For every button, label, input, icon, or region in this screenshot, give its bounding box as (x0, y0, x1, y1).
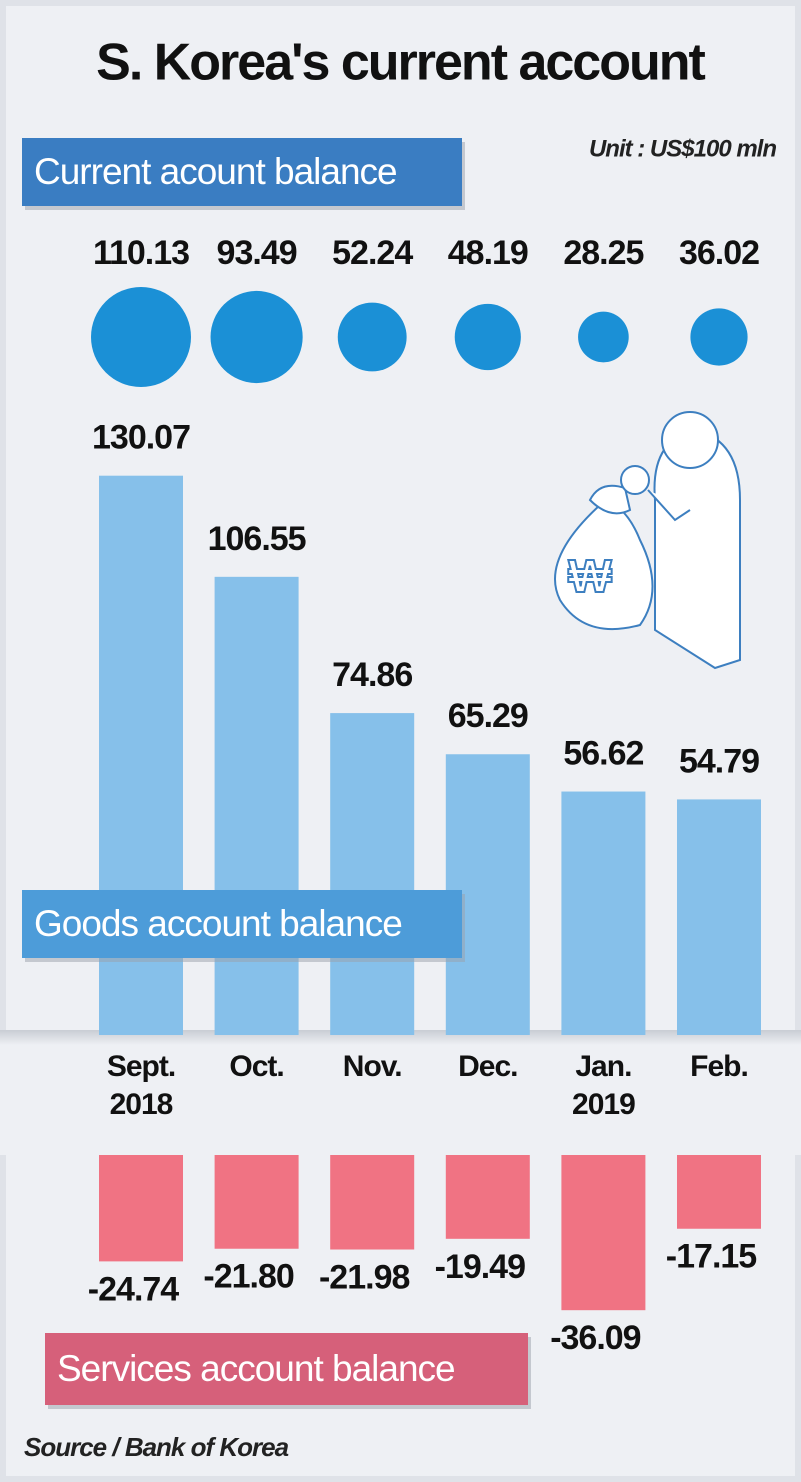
axis-band (0, 1030, 801, 1155)
value-label: -19.49 (435, 1248, 525, 1286)
legend-box (45, 1333, 528, 1405)
legend-box (22, 138, 462, 206)
bubble (454, 303, 521, 371)
bar (445, 1155, 530, 1239)
chart-title: S. Korea's current account (96, 34, 705, 92)
legend-box (22, 890, 462, 958)
value-label: 36.02 (679, 234, 759, 272)
category-label: Nov. (342, 1050, 403, 1083)
value-label: -36.09 (550, 1319, 640, 1357)
bar (677, 1155, 761, 1229)
category-label: Oct. (229, 1050, 284, 1083)
value-label: 130.07 (92, 419, 190, 457)
value-label: 74.86 (332, 656, 412, 694)
value-label: 56.62 (563, 735, 643, 773)
category-label: Jan. 2019 (572, 1050, 636, 1121)
bar (330, 713, 415, 1035)
category-label: Feb. (690, 1050, 749, 1083)
category-label: Dec. (458, 1050, 518, 1083)
value-label: 48.19 (448, 234, 528, 272)
bubble (690, 308, 748, 366)
value-label: 54.79 (679, 742, 759, 780)
bar (330, 1155, 415, 1250)
bar (561, 1155, 646, 1311)
value-label: 106.55 (208, 520, 306, 558)
bubble (210, 290, 303, 384)
bubble (91, 287, 191, 387)
value-label: 52.24 (332, 234, 413, 272)
bubble (578, 311, 629, 363)
source-label: Source / Bank of Korea (24, 1432, 289, 1462)
bar (214, 1155, 299, 1249)
legend-label: Services account balance (57, 1348, 455, 1389)
value-label: -21.98 (319, 1258, 409, 1296)
money-icon: ₩ (554, 411, 741, 670)
unit-label: Unit : US$100 mln (589, 135, 776, 162)
won-sign: ₩ (568, 550, 612, 602)
legend-label: Current acount balance (34, 151, 397, 192)
bubble (337, 302, 407, 372)
value-label: 65.29 (448, 697, 528, 735)
value-label: 28.25 (563, 234, 643, 272)
bar (561, 791, 646, 1035)
legend-label: Goods account balance (34, 903, 402, 944)
category-label: Sept. 2018 (106, 1050, 176, 1121)
value-label: -17.15 (666, 1238, 756, 1276)
bar (99, 1155, 183, 1262)
value-label: -24.74 (88, 1270, 179, 1308)
value-label: -21.80 (203, 1258, 293, 1296)
value-label: 93.49 (217, 234, 297, 272)
bar (677, 799, 761, 1035)
bar (214, 576, 299, 1035)
value-label: 110.13 (93, 234, 189, 272)
